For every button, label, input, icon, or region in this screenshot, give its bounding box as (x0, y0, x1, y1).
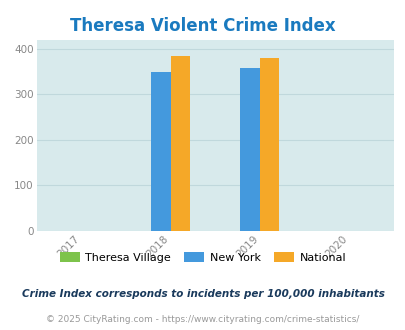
Bar (151, 72, 170, 231)
Text: Theresa Violent Crime Index: Theresa Violent Crime Index (70, 17, 335, 35)
Text: Crime Index corresponds to incidents per 100,000 inhabitants: Crime Index corresponds to incidents per… (21, 289, 384, 299)
Bar (170, 56, 190, 231)
Bar (240, 68, 259, 231)
Text: © 2025 CityRating.com - https://www.cityrating.com/crime-statistics/: © 2025 CityRating.com - https://www.city… (46, 315, 359, 324)
Bar (259, 58, 279, 231)
Legend: Theresa Village, New York, National: Theresa Village, New York, National (55, 248, 350, 267)
